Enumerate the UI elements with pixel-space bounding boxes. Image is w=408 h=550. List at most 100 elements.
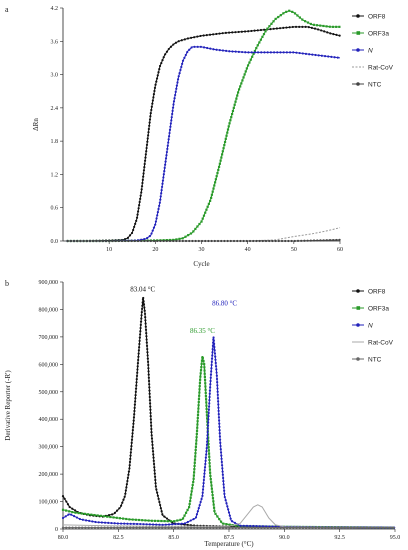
data-point <box>314 53 317 57</box>
data-point <box>212 506 216 509</box>
data-point <box>245 67 248 70</box>
data-point <box>130 438 134 441</box>
data-point <box>203 466 207 469</box>
legend-label: N <box>368 322 373 329</box>
data-point <box>211 190 214 193</box>
data-point <box>172 239 175 243</box>
data-point <box>128 234 132 237</box>
data-point <box>240 82 243 85</box>
data-point <box>258 239 261 243</box>
data-point <box>135 522 139 526</box>
series-n <box>66 45 341 243</box>
y-tick-label: 0.6 <box>51 206 59 212</box>
data-point <box>126 476 130 479</box>
data-point <box>152 93 156 96</box>
legend-item: ORF3a <box>352 305 389 312</box>
data-point <box>71 507 74 510</box>
data-point <box>204 459 207 462</box>
legend-label: Rat-CoV <box>368 339 394 346</box>
data-point <box>282 12 285 15</box>
data-point <box>148 386 151 389</box>
data-point <box>215 371 218 374</box>
x-tick-label: 50 <box>291 247 297 253</box>
data-point <box>204 462 207 466</box>
data-point <box>163 515 166 518</box>
data-point <box>310 26 313 29</box>
data-point <box>142 300 145 303</box>
data-point <box>191 483 194 487</box>
data-point <box>140 239 143 243</box>
data-point <box>218 32 221 35</box>
data-point <box>260 51 263 54</box>
legend-item: ORF8 <box>352 288 386 295</box>
data-point <box>135 374 139 378</box>
data-point <box>269 526 273 529</box>
data-point <box>111 513 114 516</box>
x-tick-label: 40 <box>245 247 251 253</box>
data-point <box>134 387 138 390</box>
data-point <box>150 519 153 522</box>
data-point <box>204 385 207 388</box>
data-point <box>305 526 308 529</box>
data-point <box>216 384 219 387</box>
data-point <box>217 412 220 416</box>
data-point <box>221 49 225 52</box>
data-point <box>128 464 131 467</box>
data-point <box>338 34 341 37</box>
data-point <box>189 232 193 235</box>
data-point <box>225 134 228 137</box>
data-point <box>161 179 165 182</box>
data-point <box>282 526 285 529</box>
data-point <box>146 347 149 351</box>
data-point <box>226 128 230 131</box>
data-point <box>188 239 191 243</box>
data-point <box>138 333 142 336</box>
data-point <box>151 450 155 453</box>
data-point <box>217 168 220 172</box>
data-point <box>148 526 151 529</box>
data-point <box>159 239 162 243</box>
data-point <box>207 436 210 439</box>
data-point <box>142 303 146 306</box>
data-point <box>206 440 209 443</box>
data-point <box>291 10 294 13</box>
data-point <box>118 517 122 520</box>
data-point <box>138 200 141 204</box>
data-point <box>251 55 254 58</box>
legend-item: NTC <box>352 356 382 363</box>
data-point <box>325 239 328 242</box>
data-point <box>203 475 206 478</box>
data-point <box>153 475 157 478</box>
data-point <box>146 137 149 140</box>
data-point <box>150 434 153 437</box>
data-point <box>138 336 141 339</box>
data-point <box>335 33 338 36</box>
data-point <box>69 239 72 243</box>
data-point <box>162 173 165 176</box>
data-point <box>184 53 187 57</box>
data-point <box>169 45 173 48</box>
data-point <box>109 515 112 519</box>
data-point <box>221 467 224 470</box>
data-point <box>176 78 180 81</box>
data-point <box>148 399 152 402</box>
series-line <box>62 504 396 529</box>
data-point <box>194 448 197 452</box>
data-point <box>195 439 198 442</box>
data-point <box>280 239 284 243</box>
data-point <box>228 526 231 529</box>
data-point <box>147 367 150 370</box>
data-point <box>119 504 123 507</box>
legend-marker <box>356 323 360 327</box>
data-point <box>204 239 207 243</box>
data-point <box>144 328 148 331</box>
data-point <box>152 456 155 459</box>
data-point <box>239 85 242 88</box>
data-point <box>150 108 153 112</box>
data-point <box>204 398 208 401</box>
data-point <box>214 512 217 515</box>
data-point <box>212 339 215 342</box>
data-point <box>255 239 258 243</box>
data-point <box>198 394 201 397</box>
data-point <box>212 336 215 339</box>
